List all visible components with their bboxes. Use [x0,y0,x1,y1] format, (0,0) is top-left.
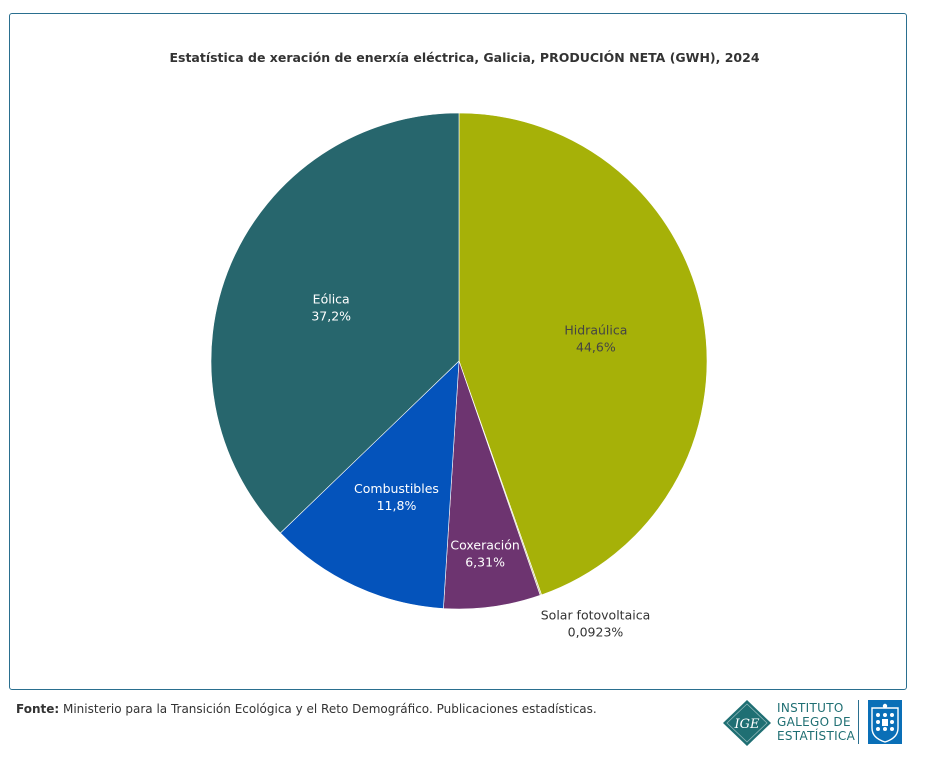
source-note: Fonte: Ministerio para la Transición Eco… [16,702,597,716]
slice-label-combustibles: Combustibles [354,481,439,496]
pie-slice-combustibles[interactable] [279,360,460,609]
slice-label-eolica: Eólica [313,292,350,307]
chart-title: Estatística de xeración de enerxía eléct… [169,50,760,65]
xunta-shield-icon [868,700,902,744]
slice-label-solar-fotovoltaica: Solar fotovoltaica [541,607,651,622]
slice-value-combustibles: 11,8% [377,498,417,513]
pie-slice-hidraulica[interactable] [458,112,708,596]
ige-line-2: GALEGO DE [777,715,851,729]
source-label: Fonte: [16,702,60,716]
slice-value-eolica: 37,2% [311,309,351,324]
slice-label-coxeracion: Coxeración [450,538,519,553]
ige-logo-mark: IGE [733,717,760,732]
ige-logo-icon: IGE [723,700,771,746]
ige-line-1: INSTITUTO [777,701,844,715]
ige-logo-text: INSTITUTO GALEGO DE ESTATÍSTICA [777,701,855,743]
slice-value-coxeracion: 6,31% [465,555,505,570]
slice-value-hidraulica: 44,6% [576,340,616,355]
ige-line-3: ESTATÍSTICA [777,729,856,743]
logo-divider [858,700,859,744]
slice-label-hidraulica: Hidraúlica [564,323,627,338]
pie-slice-eolica[interactable] [210,112,460,534]
slice-value-solar-fotovoltaica: 0,0923% [568,624,624,639]
source-text: Ministerio para la Transición Ecológica … [59,702,597,716]
